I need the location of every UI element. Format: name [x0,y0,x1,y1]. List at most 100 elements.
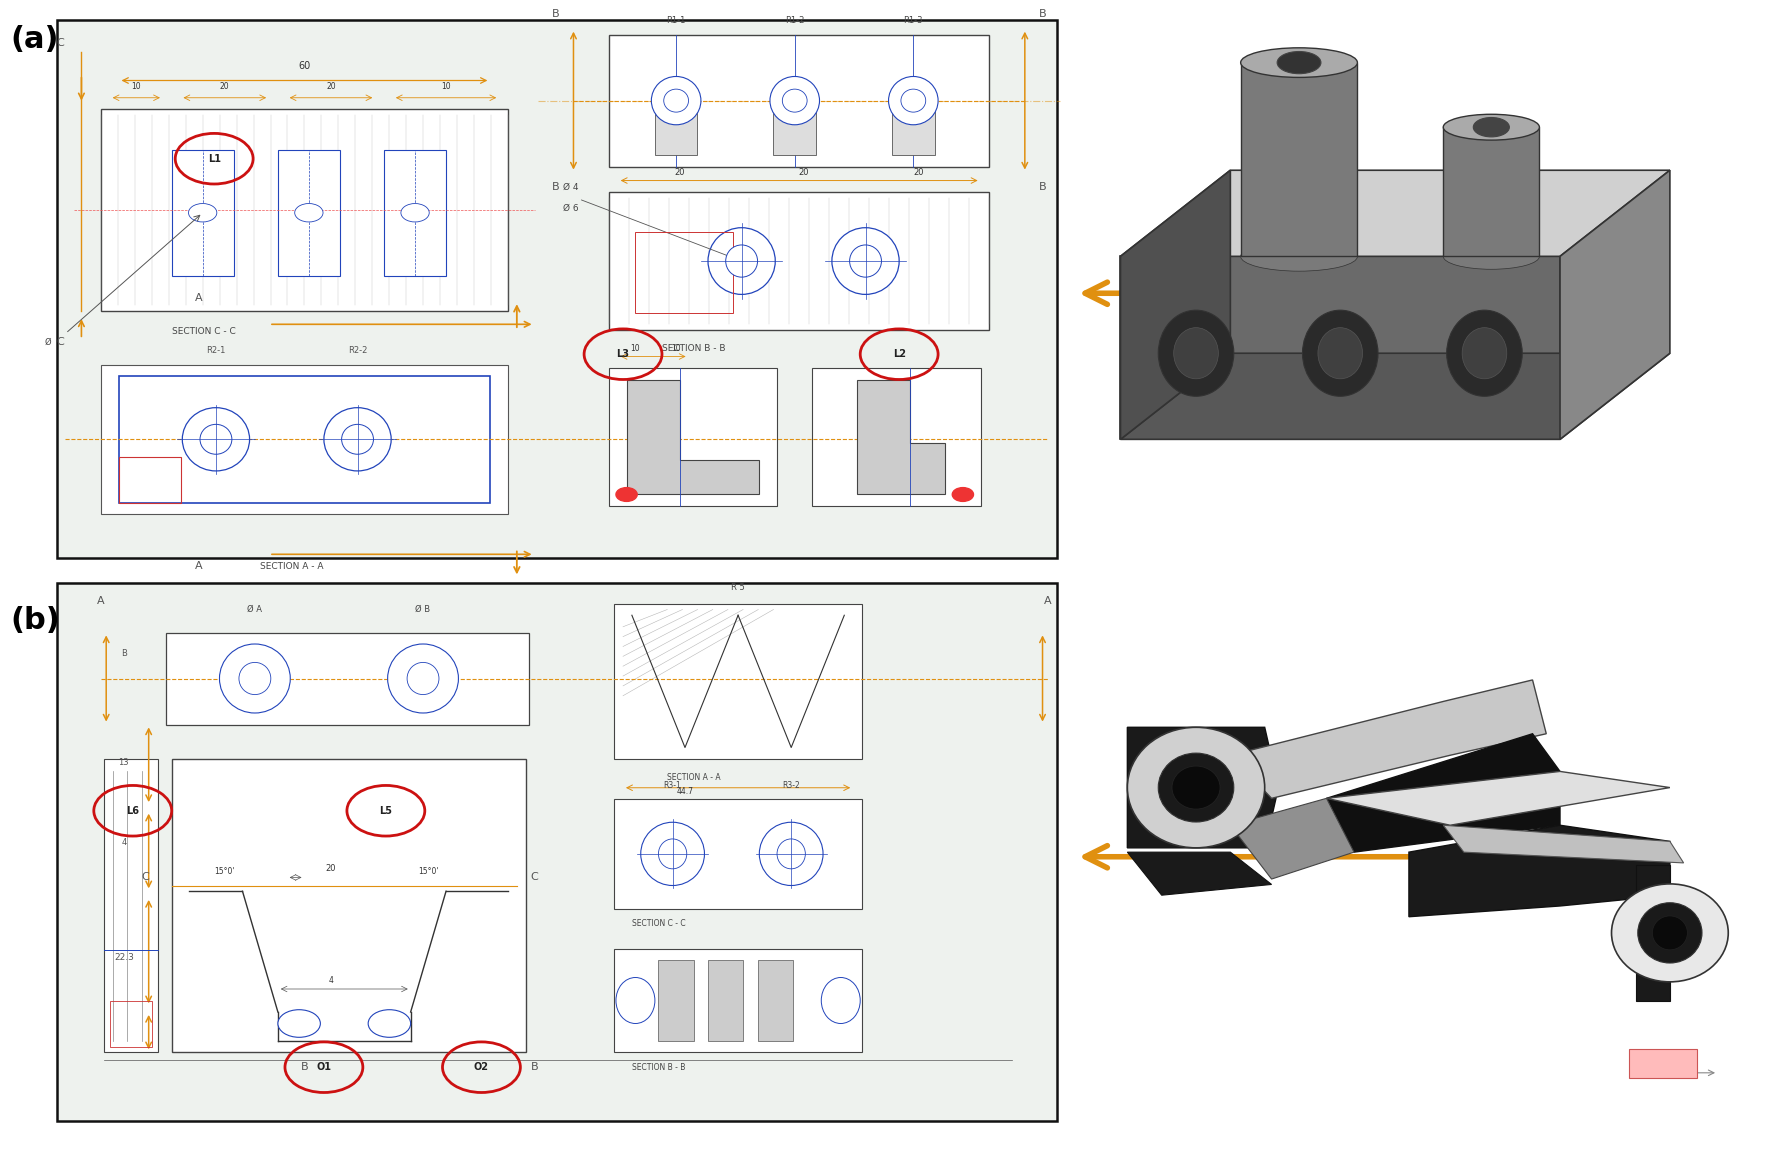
Bar [101,109,508,310]
Bar [614,799,862,909]
Ellipse shape [1303,310,1379,397]
Polygon shape [1559,170,1669,439]
Text: A: A [1044,596,1051,606]
Text: A: A [195,561,202,572]
Ellipse shape [726,245,758,277]
Bar [166,632,529,724]
Polygon shape [1326,734,1559,852]
Text: 20: 20 [674,168,685,177]
Circle shape [616,488,637,501]
Ellipse shape [658,838,687,869]
Bar [892,109,935,155]
Ellipse shape [651,76,701,125]
Ellipse shape [342,424,373,454]
Text: 15°0': 15°0' [418,867,439,876]
Ellipse shape [1127,727,1266,848]
Ellipse shape [1473,117,1510,137]
Text: 13: 13 [119,758,129,767]
Text: 20: 20 [913,168,924,177]
Text: 10: 10 [131,82,142,91]
Polygon shape [1120,256,1559,439]
Bar [278,150,340,276]
Text: B: B [1039,182,1046,192]
Text: (b): (b) [11,606,60,635]
Bar [758,960,793,1041]
Ellipse shape [641,822,704,886]
Polygon shape [1127,727,1278,848]
Circle shape [952,488,974,501]
Ellipse shape [782,90,807,112]
Polygon shape [1443,826,1683,862]
Text: B: B [1039,9,1046,20]
Bar [384,150,446,276]
Ellipse shape [1443,244,1540,269]
Bar [1628,1049,1697,1079]
Bar [104,759,158,1052]
Ellipse shape [901,90,926,112]
Text: Ø 6: Ø 6 [563,204,579,213]
Ellipse shape [1158,310,1234,397]
Polygon shape [1120,353,1669,439]
Text: 4: 4 [329,976,333,986]
Circle shape [188,204,218,222]
Bar [119,457,181,503]
Text: 22.3: 22.3 [113,953,135,963]
Text: R1-3: R1-3 [903,16,924,25]
Bar [773,109,816,155]
Ellipse shape [616,978,655,1024]
Text: L6: L6 [126,806,140,815]
Ellipse shape [889,76,938,125]
Text: R3-1: R3-1 [664,781,681,790]
Circle shape [368,1010,411,1037]
Bar [609,368,777,506]
Text: 20: 20 [326,82,336,91]
Text: SECTION A - A: SECTION A - A [260,562,324,572]
Bar [609,34,989,167]
Text: 20: 20 [219,82,230,91]
Polygon shape [1241,62,1358,256]
Polygon shape [1230,798,1354,879]
Ellipse shape [407,662,439,695]
Text: R1-1: R1-1 [667,16,685,25]
Ellipse shape [1241,242,1358,271]
Ellipse shape [1653,915,1687,950]
Bar [119,376,490,503]
Text: SECTION C - C: SECTION C - C [172,327,235,336]
Polygon shape [1120,170,1230,439]
Ellipse shape [1241,48,1358,77]
Ellipse shape [1158,753,1234,822]
Text: 10: 10 [441,82,451,91]
Text: SECTION C - C: SECTION C - C [632,919,685,928]
Text: (a): (a) [11,25,58,54]
Text: 44.7: 44.7 [676,787,694,796]
Ellipse shape [219,644,290,713]
Text: SECTION A - A: SECTION A - A [667,773,720,782]
Bar [655,109,697,155]
Text: 20: 20 [798,168,809,177]
Text: C: C [142,872,149,882]
Ellipse shape [1637,903,1703,963]
Polygon shape [1443,128,1540,256]
Ellipse shape [200,424,232,454]
Text: C: C [531,872,538,882]
Text: B: B [301,1061,308,1072]
Text: SECTION B - B: SECTION B - B [632,1063,685,1072]
Text: Ø B: Ø B [416,605,430,614]
Ellipse shape [1446,310,1522,397]
Text: SECTION B - B: SECTION B - B [662,344,726,353]
Polygon shape [627,380,759,494]
Text: 4: 4 [122,838,126,848]
Text: R 5: R 5 [731,583,745,592]
Circle shape [278,1010,320,1037]
Ellipse shape [1174,328,1218,378]
Text: C: C [57,38,64,48]
Text: R1-2: R1-2 [786,16,804,25]
Ellipse shape [664,90,689,112]
Text: R3-2: R3-2 [782,781,800,790]
Bar [614,604,862,759]
Ellipse shape [770,76,820,125]
Text: L1: L1 [207,154,221,163]
Ellipse shape [239,662,271,695]
Text: B: B [552,182,559,192]
Text: O2: O2 [474,1063,489,1072]
